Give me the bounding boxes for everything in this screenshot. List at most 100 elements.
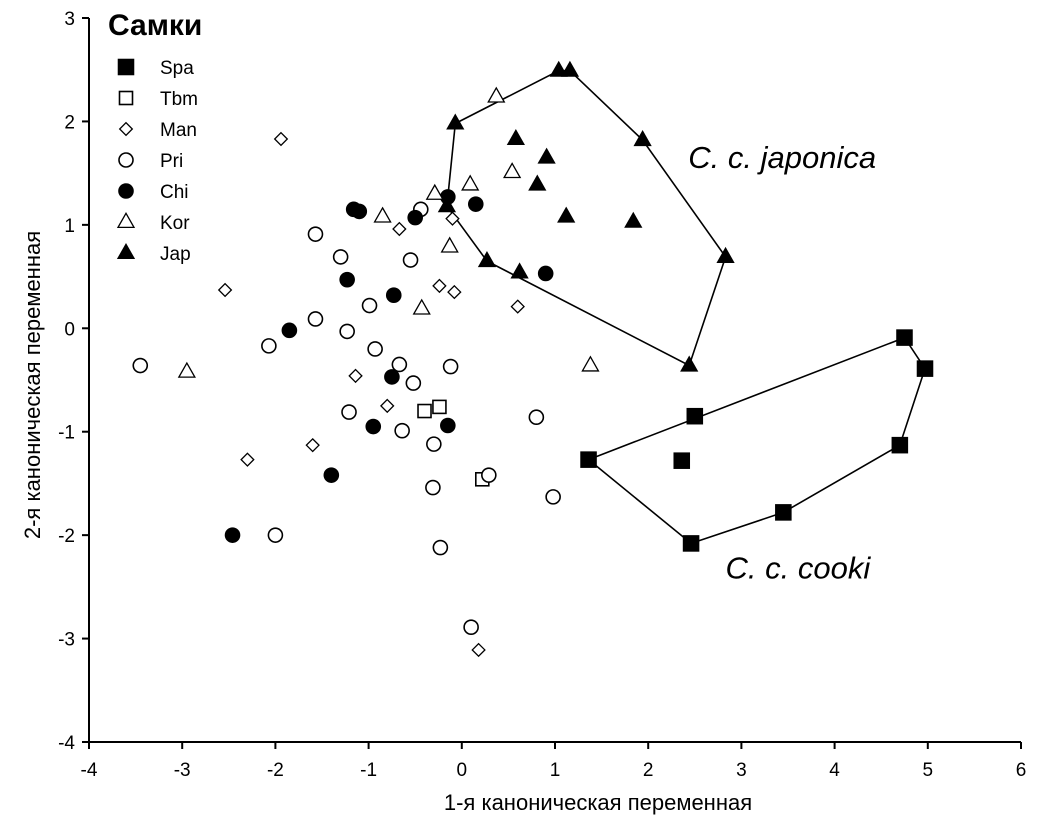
point-chi [281,322,298,339]
legend: Самки Spa Tbm Man Pri Chi Kor Jap [108,9,202,265]
point-pri [332,249,349,265]
legend-marker-chi [118,183,134,199]
point-pri [267,527,284,543]
point-pri [425,479,441,496]
x-tick-label: -2 [267,760,284,781]
hull-cooki [587,336,926,545]
point-pri [391,356,408,373]
legend-marker-tbm [118,90,134,106]
legend-label-chi: Chi [160,182,189,203]
point-spa [673,452,691,469]
data-points [132,60,934,658]
y-tick-label: 0 [64,319,75,340]
point-pri [528,409,545,426]
y-tick-label: -4 [58,733,75,754]
point-tbm [417,403,432,419]
point-man [445,211,460,226]
point-spa [896,329,913,346]
point-pri [307,226,324,242]
point-jap [560,60,580,77]
hull-japonica [446,69,727,367]
point-man [273,131,289,147]
point-kor [503,162,522,179]
point-spa [580,451,597,468]
point-pri [481,467,497,483]
chart-title: Самки [108,9,202,42]
x-tick-label: 2 [643,760,654,781]
point-jap [528,174,547,191]
point-chi [467,196,484,212]
point-jap [510,262,529,279]
point-pri [132,357,149,374]
point-jap [633,130,652,147]
point-jap [716,246,735,263]
point-man [348,368,363,384]
point-chi [339,271,355,288]
point-spa [682,535,700,552]
point-pri [367,341,383,357]
point-chi [385,287,402,303]
x-tick-label: 3 [736,760,747,781]
y-tick-label: 1 [64,216,75,237]
x-tick-label: 4 [829,760,840,781]
point-pri [545,489,561,505]
axes: -4 -3 -2 -1 0 1 2 3 4 5 6 -4 -3 -2 -1 0 1 2 3 [58,9,1026,781]
legend-marker-pri [118,152,134,168]
point-spa [916,360,934,377]
point-pri [426,436,442,452]
point-man [471,642,486,658]
point-spa [775,504,792,521]
point-chi [323,467,340,483]
point-jap [477,251,497,268]
point-jap [680,355,699,372]
x-tick-label: 0 [457,760,468,781]
y-tick-label: 2 [64,112,75,133]
x-tick-label: 1 [550,760,561,781]
point-jap [437,196,457,213]
point-pri [261,338,277,354]
point-spa [686,407,704,425]
point-man [447,284,462,300]
point-jap [446,113,465,130]
legend-marker-man [118,121,134,137]
point-jap [624,211,643,228]
point-pri [339,323,355,340]
point-kor [581,355,600,372]
point-spa [891,436,909,454]
x-tick-label: 6 [1016,760,1027,781]
legend-label-pri: Pri [160,151,183,172]
point-pri [432,539,449,556]
point-pri [463,619,479,635]
annotations: C. c. japonica C. c. cooki [688,140,876,586]
point-jap [557,206,576,223]
point-man [380,398,395,414]
point-pri [307,311,324,327]
x-tick-label: 5 [923,760,934,781]
point-kor [373,206,392,223]
point-chi [365,418,382,435]
point-man [240,452,255,467]
point-chi [351,203,368,220]
y-tick-label: -3 [58,630,75,651]
point-pri [394,422,410,439]
point-chi [384,369,400,385]
legend-label-kor: Kor [160,213,190,234]
point-kor [425,183,444,200]
y-axis-label: 2-я каноническая переменная [20,231,45,539]
legend-marker-spa [117,58,135,76]
point-kor [177,361,196,378]
point-pri [361,297,378,314]
x-axis-label: 1-я каноническая переменная [444,790,752,815]
x-tick-label: -4 [81,760,98,781]
point-jap [537,147,556,164]
x-tick-label: -1 [360,760,377,781]
x-tick-label: -3 [174,760,191,781]
point-pri [402,252,419,268]
legend-label-jap: Jap [160,244,191,265]
legend-label-tbm: Tbm [160,89,198,110]
point-chi [224,527,241,543]
y-tick-label: 3 [64,9,75,30]
point-man [305,437,320,453]
